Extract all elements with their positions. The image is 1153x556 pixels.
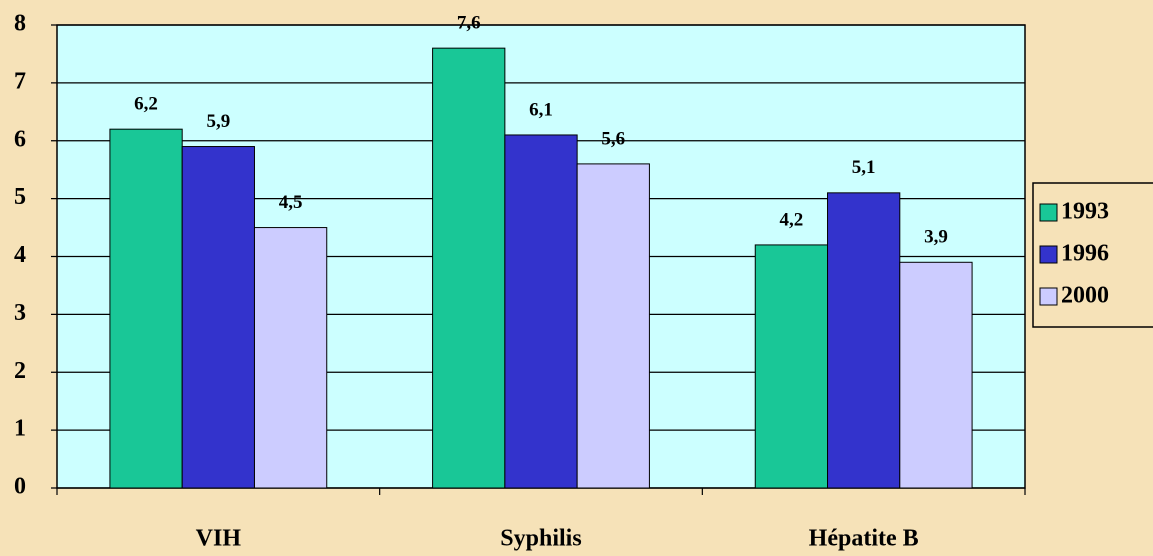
y-tick-label: 2 bbox=[14, 358, 26, 384]
legend-swatch bbox=[1039, 203, 1058, 222]
bar bbox=[504, 134, 578, 489]
y-tick-label: 4 bbox=[14, 242, 26, 268]
value-label: 5,6 bbox=[601, 128, 625, 149]
y-tick-label: 3 bbox=[14, 300, 26, 326]
bar bbox=[576, 163, 650, 489]
y-tick-label: 5 bbox=[14, 184, 26, 210]
x-tick-label: Syphilis bbox=[500, 526, 581, 552]
y-tick-label: 6 bbox=[14, 126, 26, 152]
bar bbox=[253, 227, 328, 489]
y-tick-label: 7 bbox=[14, 68, 26, 94]
legend-swatch bbox=[1039, 287, 1058, 306]
value-label: 4,2 bbox=[780, 209, 804, 230]
bar bbox=[899, 261, 973, 489]
value-label: 4,5 bbox=[279, 192, 303, 213]
value-label: 6,2 bbox=[134, 94, 158, 115]
value-label: 6,1 bbox=[529, 99, 553, 120]
legend-label: 2000 bbox=[1061, 283, 1109, 309]
value-label: 3,9 bbox=[924, 227, 948, 248]
x-tick-label: Hépatite B bbox=[809, 526, 919, 552]
y-tick-label: 8 bbox=[14, 11, 26, 37]
value-label: 7,6 bbox=[457, 13, 481, 34]
bar bbox=[109, 128, 183, 489]
bar bbox=[827, 192, 901, 489]
bar bbox=[754, 244, 829, 489]
legend-label: 1993 bbox=[1061, 199, 1109, 225]
y-tick-label: 1 bbox=[14, 416, 26, 442]
bar bbox=[432, 47, 506, 489]
legend-label: 1996 bbox=[1061, 241, 1109, 267]
value-label: 5,1 bbox=[852, 157, 876, 178]
legend-swatch bbox=[1039, 245, 1058, 264]
value-label: 5,9 bbox=[206, 111, 230, 132]
bar bbox=[181, 146, 255, 489]
y-tick-label: 0 bbox=[14, 474, 26, 500]
x-tick-label: VIH bbox=[196, 526, 242, 552]
